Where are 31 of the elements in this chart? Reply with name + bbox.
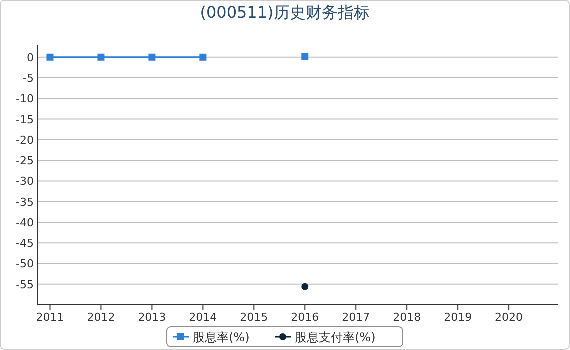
x-tick-label: 2015 [240, 311, 268, 324]
x-tick-label: 2013 [138, 311, 166, 324]
y-tick-label: -50 [16, 258, 34, 271]
x-tick-label: 2011 [36, 311, 64, 324]
x-tick-label: 2012 [87, 311, 116, 324]
y-tick-label: -5 [23, 72, 34, 86]
point [46, 54, 54, 61]
y-tick-label: 0 [27, 51, 34, 64]
y-tick-label: -55 [16, 278, 34, 292]
x-tick-label: 2016 [291, 311, 320, 324]
point [98, 54, 105, 61]
point [200, 54, 207, 61]
legend-label: 股息率(%) [193, 330, 250, 344]
x-tick-label: 2020 [495, 311, 524, 324]
chart-title: (000511)历史财务指标 [200, 3, 370, 22]
x-tick-label: 2017 [342, 311, 370, 324]
x-tick-label: 2014 [189, 311, 218, 324]
y-tick-label: -10 [16, 92, 34, 106]
y-tick-label: -45 [16, 237, 34, 250]
y-tick-label: -20 [16, 134, 34, 147]
y-tick-label: -15 [16, 113, 34, 126]
point [302, 53, 309, 60]
x-tick-label: 2018 [393, 311, 422, 324]
point [148, 54, 156, 61]
y-tick-label: -40 [16, 216, 34, 230]
y-tick-label: -25 [16, 154, 34, 168]
point [302, 283, 309, 290]
y-tick-label: -30 [16, 175, 34, 188]
x-tick-label: 2019 [444, 311, 472, 324]
y-tick-label: -35 [16, 196, 34, 209]
legend-label: 股息支付率(%) [295, 330, 376, 344]
